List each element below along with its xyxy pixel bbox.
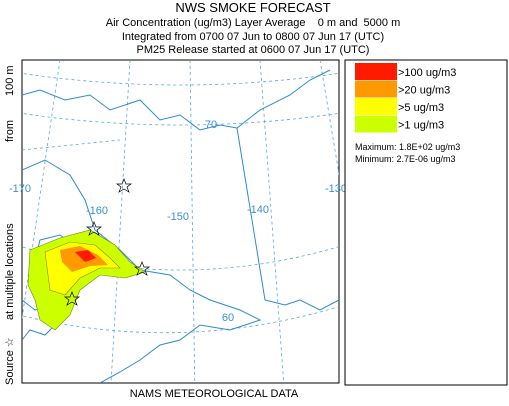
title: NWS SMOKE FORECAST	[175, 0, 330, 15]
lon-label: -150	[167, 211, 189, 223]
legend-label: >5 ug/m3	[398, 102, 444, 114]
side-text: from	[4, 120, 16, 142]
legend: >100 ug/m3 >20 ug/m3 >5 ug/m3 >1 ug/m3	[355, 63, 456, 133]
legend-label: >20 ug/m3	[398, 85, 450, 97]
legend-swatch	[355, 98, 397, 115]
side-text: 100 m	[4, 65, 16, 96]
lat-label: 70	[205, 119, 217, 131]
lat-label: 60	[222, 312, 234, 324]
legend-swatch	[355, 115, 397, 133]
side-text: Source ☆	[4, 337, 16, 385]
sources	[63, 178, 151, 306]
side-text: at multiple locations	[4, 223, 16, 320]
subtitle: PM25 Release started at 0600 07 Jun 17 (…	[137, 44, 370, 56]
map	[22, 60, 339, 383]
lon-label: -170	[9, 183, 31, 195]
subtitle: Air Concentration (ug/m3) Layer Average …	[106, 17, 401, 29]
lon-label: -140	[247, 204, 269, 216]
lon-label: -160	[86, 205, 108, 217]
maximum: Maximum: 1.8E+02 ug/m3	[355, 142, 460, 152]
footer: NAMS METEOROLOGICAL DATA	[130, 388, 299, 400]
legend-label: >100 ug/m3	[398, 67, 456, 79]
legend-swatch	[355, 63, 397, 80]
subtitle: Integrated from 0700 07 Jun to 0800 07 J…	[122, 31, 384, 43]
lon-label: -130	[325, 183, 347, 195]
legend-swatch	[355, 80, 397, 98]
map-frame	[21, 59, 340, 384]
legend-label: >1 ug/m3	[398, 120, 444, 132]
minimum: Minimum: 2.7E-06 ug/m3	[355, 154, 456, 164]
